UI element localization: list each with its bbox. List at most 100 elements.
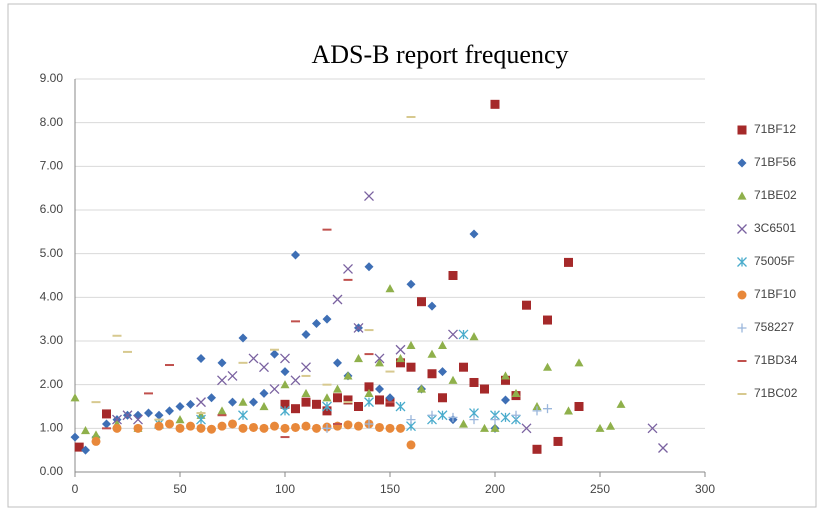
marker-x [227,370,238,381]
marker-diamond [406,279,416,289]
series [91,115,416,421]
marker-triangle [616,399,626,408]
marker-triangle [438,340,447,349]
marker-plus [543,404,552,414]
marker-diamond [291,250,300,260]
marker-diamond [322,314,332,324]
marker-square [406,362,416,372]
marker-diamond [238,333,248,343]
x-tick-label: 200 [485,482,505,496]
y-tick-label: 8.00 [40,115,64,129]
marker-triangle [448,375,458,384]
marker-diamond [249,397,258,407]
legend-label: 71BE02 [754,188,797,202]
marker-square [396,358,405,368]
marker-diamond [333,358,342,368]
marker-square [375,395,384,405]
marker-x [395,344,406,355]
marker-plus [737,323,747,333]
marker-triangle [511,388,521,397]
marker-square [364,382,374,392]
marker-x [332,294,343,305]
legend-label: 75005F [754,254,795,268]
marker-square [469,377,479,387]
marker-triangle [406,340,416,349]
marker-triangle [259,402,269,411]
marker-diamond [186,399,195,409]
legend-label: 71BF56 [754,155,796,169]
chart-title: ADS-B report frequency [311,40,568,69]
y-tick-label: 5.00 [40,246,64,260]
x-tick-label: 150 [380,482,400,496]
marker-triangle [564,406,573,415]
marker-triangle [217,406,227,415]
marker-diamond [312,319,321,329]
y-tick-label: 3.00 [40,333,64,347]
marker-square [312,399,321,409]
marker-circle [217,421,227,431]
marker-x [259,362,269,373]
marker-triangle [427,349,437,358]
legend-label: 71BF10 [754,287,796,301]
marker-square [333,393,342,403]
marker-square [301,397,311,407]
marker-triangle [301,388,311,397]
marker-star [500,412,511,423]
marker-diamond [737,158,747,168]
marker-circle [301,421,311,431]
marker-square [102,409,111,419]
marker-x [112,414,122,425]
marker-triangle [81,426,90,435]
marker-circle [154,421,164,431]
marker-x [280,353,290,364]
marker-circle [385,423,395,433]
marker-circle [175,423,185,433]
marker-diamond [427,301,437,311]
marker-x [647,423,658,434]
marker-x [343,263,353,274]
marker-circle [396,423,405,433]
marker-square [522,300,531,310]
marker-x [269,384,280,394]
marker-square [448,271,458,280]
marker-star [437,410,448,421]
marker-x [374,353,385,364]
marker-triangle [606,421,615,430]
marker-circle [291,422,300,432]
series [102,228,395,439]
marker-star [737,257,747,267]
marker-diamond [364,262,374,272]
marker-circle [133,423,143,433]
legend-label: 71BC02 [754,386,798,400]
marker-diamond [228,397,237,407]
marker-x [196,397,206,408]
y-tick-label: 2.00 [40,377,64,391]
marker-circle [249,422,258,432]
marker-circle [406,440,416,450]
marker-diamond [385,393,395,403]
y-tick-label: 7.00 [40,159,64,173]
x-tick-label: 0 [72,482,79,496]
marker-triangle [385,284,395,293]
marker-diamond [154,410,164,420]
marker-circle [207,424,216,434]
y-tick-label: 6.00 [40,202,64,216]
marker-square [354,402,363,411]
marker-plus [511,410,521,420]
marker-triangle [364,388,374,397]
marker-triangle [396,353,405,363]
marker-plus [427,410,437,420]
marker-x [658,443,668,453]
marker-plus [322,423,332,433]
marker-x [301,362,311,373]
marker-diamond [81,445,90,455]
marker-diamond [501,395,510,405]
series [70,284,626,439]
marker-x [364,191,374,201]
marker-square [574,402,584,411]
marker-plus [490,415,500,425]
marker-triangle [490,423,500,432]
marker-plus [364,419,374,429]
marker-x [248,353,259,364]
